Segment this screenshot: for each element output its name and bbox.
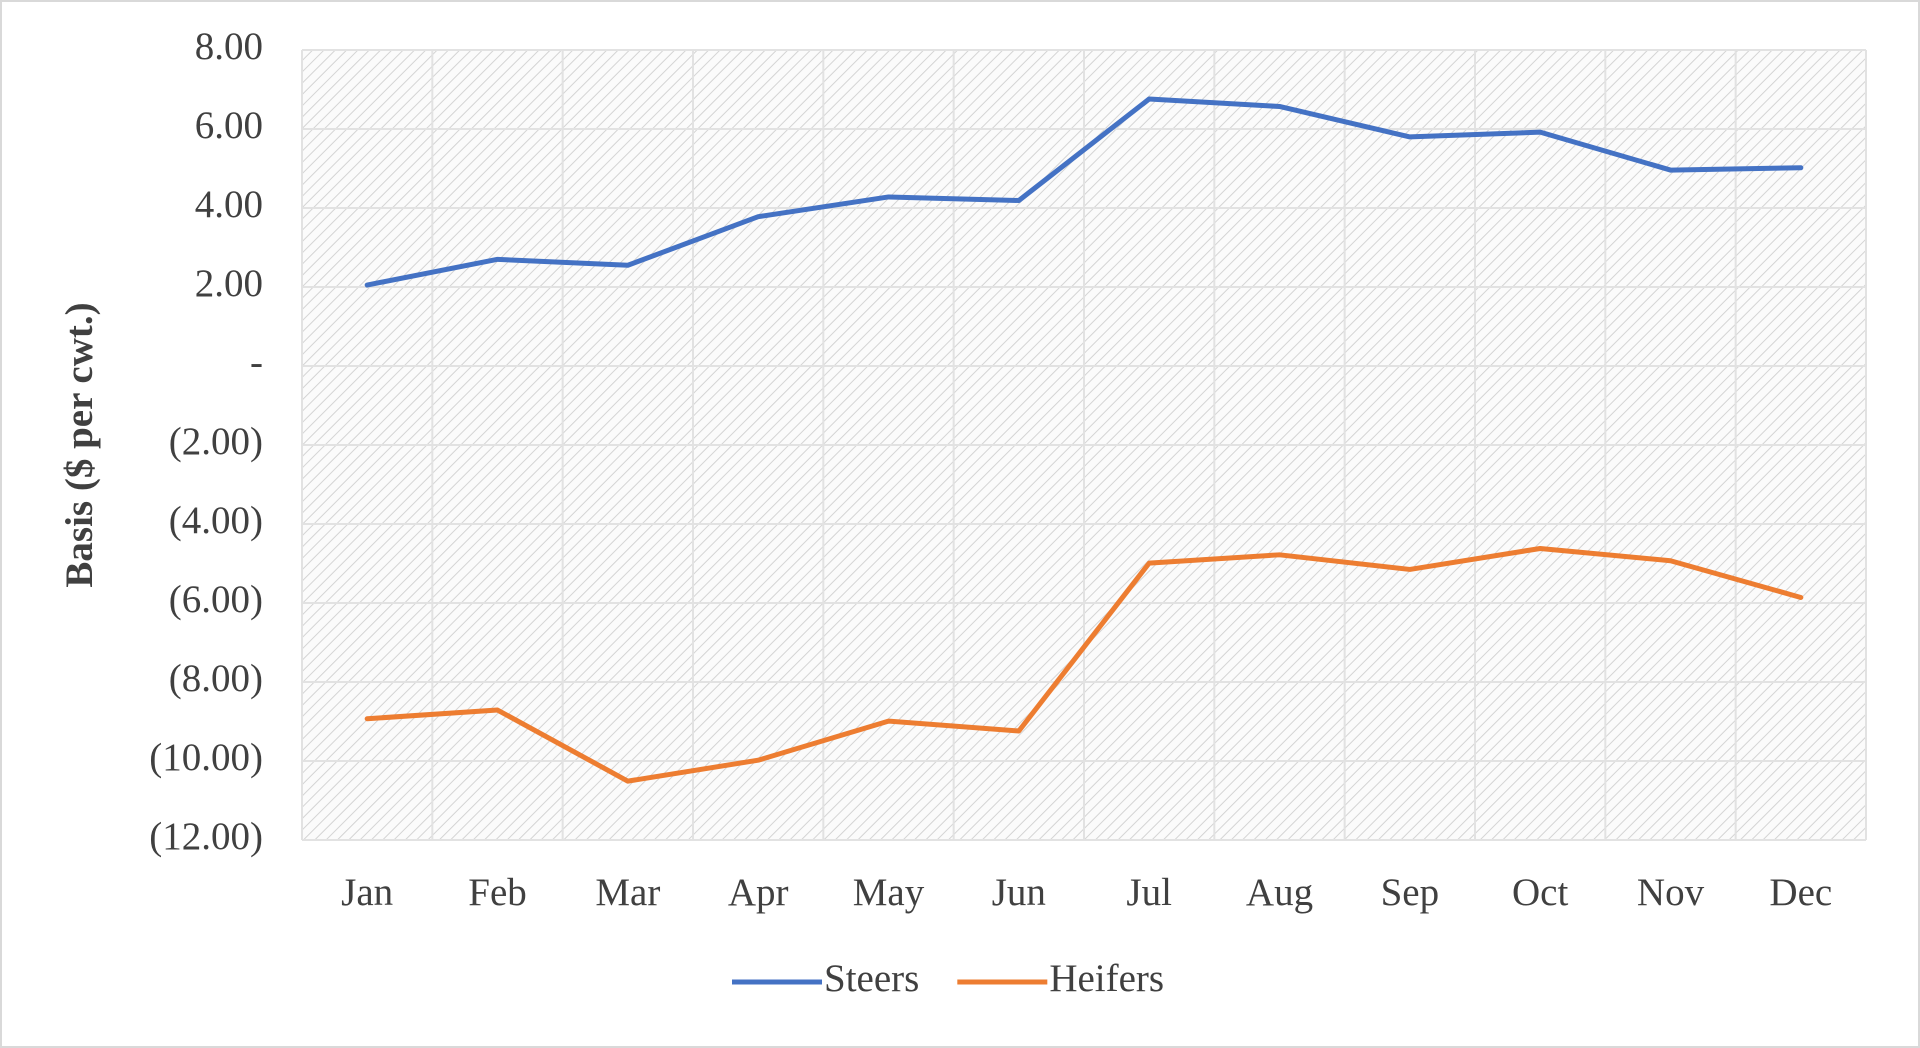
- legend-label: Steers: [824, 957, 919, 1000]
- x-tick-label: Jun: [992, 871, 1046, 914]
- legend-label: Heifers: [1049, 957, 1164, 1000]
- x-tick-label: Oct: [1512, 871, 1568, 914]
- x-tick-label: May: [853, 871, 925, 914]
- y-tick-label: (6.00): [169, 578, 263, 621]
- x-tick-label: Nov: [1637, 871, 1705, 914]
- y-tick-label: 8.00: [195, 25, 263, 68]
- x-tick-label: Apr: [728, 871, 789, 914]
- y-tick-label: -: [250, 341, 263, 384]
- x-tick-label: Mar: [595, 871, 660, 914]
- series-line: [364, 96, 1804, 288]
- x-tick-label: Jul: [1126, 871, 1172, 914]
- series-line: [364, 545, 1804, 784]
- y-tick-label: 6.00: [195, 104, 263, 147]
- y-tick-label: 4.00: [195, 183, 263, 226]
- y-tick-label: (2.00): [169, 420, 263, 463]
- y-tick-label: (10.00): [149, 736, 263, 779]
- y-tick-label: (8.00): [169, 657, 263, 700]
- x-tick-label: Sep: [1381, 871, 1440, 914]
- x-tick-label: Jan: [341, 871, 393, 914]
- y-tick-label: 2.00: [195, 262, 263, 305]
- y-tick-label: (4.00): [169, 499, 263, 542]
- x-tick-label: Dec: [1769, 871, 1832, 914]
- x-tick-label: Feb: [468, 871, 527, 914]
- x-tick-label: Aug: [1246, 871, 1313, 914]
- y-axis-label: Basis ($ per cwt.): [58, 302, 101, 587]
- y-tick-label: (12.00): [149, 815, 263, 858]
